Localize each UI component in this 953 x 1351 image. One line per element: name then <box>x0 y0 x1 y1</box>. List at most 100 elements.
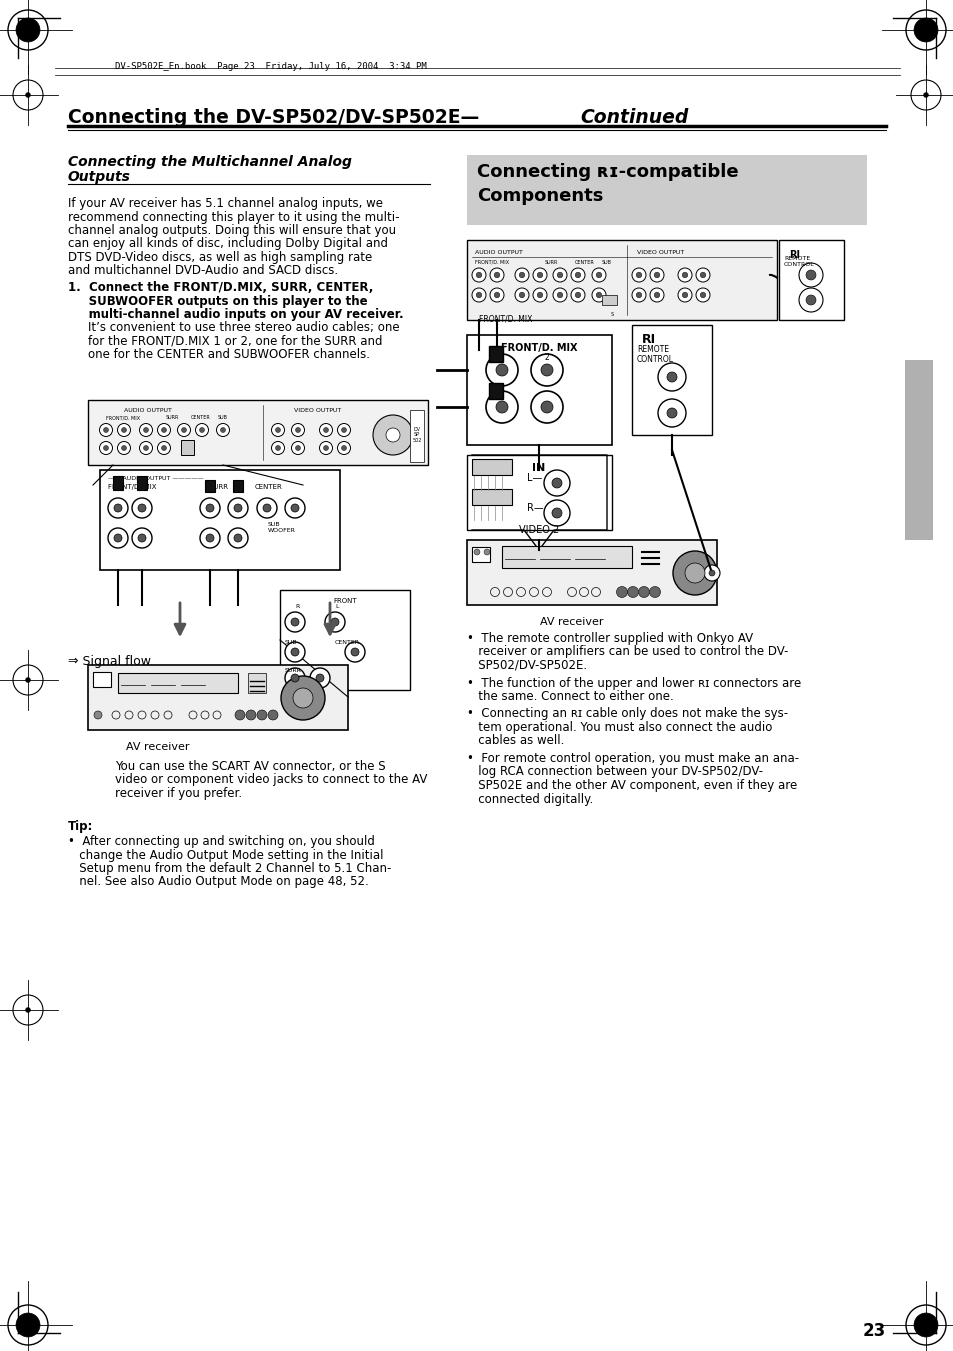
Circle shape <box>638 586 649 597</box>
Text: Setup menu from the default 2 Channel to 5.1 Chan-: Setup menu from the default 2 Channel to… <box>68 862 391 875</box>
Circle shape <box>552 508 561 517</box>
Bar <box>137 476 147 490</box>
Circle shape <box>275 446 280 450</box>
Circle shape <box>291 504 298 512</box>
Bar <box>631 326 711 435</box>
Circle shape <box>272 423 284 436</box>
Circle shape <box>199 427 204 432</box>
Circle shape <box>575 292 580 297</box>
Circle shape <box>553 267 566 282</box>
Circle shape <box>256 711 267 720</box>
Circle shape <box>684 563 704 584</box>
Bar <box>410 409 423 462</box>
Circle shape <box>26 92 30 97</box>
Text: SURR: SURR <box>210 484 229 490</box>
Circle shape <box>26 1008 30 1012</box>
Text: can enjoy all kinds of disc, including Dolby Digital and: can enjoy all kinds of disc, including D… <box>68 238 388 250</box>
Text: SUB: SUB <box>285 640 297 644</box>
Circle shape <box>139 442 152 454</box>
Circle shape <box>103 446 109 450</box>
Circle shape <box>557 292 562 297</box>
Text: SURR: SURR <box>166 415 179 420</box>
Bar <box>489 382 502 399</box>
Text: ⇒ Signal flow: ⇒ Signal flow <box>68 655 151 667</box>
Bar <box>472 489 512 505</box>
Circle shape <box>678 288 691 303</box>
Bar <box>501 546 631 567</box>
Circle shape <box>799 288 822 312</box>
Circle shape <box>537 292 542 297</box>
Circle shape <box>373 415 413 455</box>
Circle shape <box>386 428 399 442</box>
Bar <box>467 540 717 605</box>
Circle shape <box>117 423 131 436</box>
Text: •  After connecting up and switching on, you should: • After connecting up and switching on, … <box>68 835 375 848</box>
Circle shape <box>805 270 815 280</box>
Bar <box>181 440 193 455</box>
Text: AUDIO OUTPUT: AUDIO OUTPUT <box>124 408 172 413</box>
Text: multi-channel audio inputs on your AV receiver.: multi-channel audio inputs on your AV re… <box>68 308 403 322</box>
Text: RI: RI <box>788 250 800 259</box>
Bar <box>467 455 612 530</box>
Circle shape <box>263 504 271 512</box>
Text: REMOTE
CONTROL: REMOTE CONTROL <box>783 255 814 266</box>
Text: change the Audio Output Mode setting in the Initial: change the Audio Output Mode setting in … <box>68 848 383 862</box>
Circle shape <box>117 442 131 454</box>
Text: cables as well.: cables as well. <box>467 735 564 747</box>
Circle shape <box>485 390 517 423</box>
Circle shape <box>596 292 601 297</box>
Circle shape <box>494 292 499 297</box>
Circle shape <box>323 427 328 432</box>
Circle shape <box>285 612 305 632</box>
Circle shape <box>143 446 149 450</box>
Text: REMOTE
CONTROL: REMOTE CONTROL <box>637 345 673 365</box>
Circle shape <box>220 427 225 432</box>
Text: —— AUDIO OUTPUT —————: —— AUDIO OUTPUT ————— <box>108 476 203 481</box>
Text: Tip:: Tip: <box>68 820 93 834</box>
Text: AUDIO OUTPUT: AUDIO OUTPUT <box>475 250 522 255</box>
Circle shape <box>636 292 641 297</box>
Circle shape <box>472 288 485 303</box>
Bar <box>779 240 843 320</box>
Circle shape <box>571 288 584 303</box>
Circle shape <box>157 423 171 436</box>
Circle shape <box>681 272 687 278</box>
Circle shape <box>654 292 659 297</box>
Circle shape <box>99 442 112 454</box>
Circle shape <box>592 288 605 303</box>
Circle shape <box>553 288 566 303</box>
Circle shape <box>16 18 40 42</box>
Circle shape <box>310 667 330 688</box>
Circle shape <box>268 711 277 720</box>
Bar <box>118 673 237 693</box>
Text: CENTER: CENTER <box>254 484 282 490</box>
Text: SUB: SUB <box>218 415 228 420</box>
Circle shape <box>315 674 324 682</box>
Circle shape <box>341 427 346 432</box>
Text: R—: R— <box>526 503 543 513</box>
Circle shape <box>805 295 815 305</box>
Bar <box>467 335 612 444</box>
Circle shape <box>537 272 542 278</box>
Text: log RCA connection between your DV-SP502/DV-: log RCA connection between your DV-SP502… <box>467 766 762 778</box>
Circle shape <box>649 586 659 597</box>
Text: R: R <box>294 604 299 609</box>
Text: 1.  Connect the FRONT/D.MIX, SURR, CENTER,: 1. Connect the FRONT/D.MIX, SURR, CENTER… <box>68 281 373 295</box>
Text: connected digitally.: connected digitally. <box>467 793 593 805</box>
Circle shape <box>496 363 507 376</box>
Circle shape <box>113 534 122 542</box>
Circle shape <box>658 363 685 390</box>
Circle shape <box>99 423 112 436</box>
Circle shape <box>206 504 213 512</box>
Circle shape <box>494 272 499 278</box>
Text: 23: 23 <box>862 1323 885 1340</box>
Circle shape <box>703 565 720 581</box>
Circle shape <box>161 446 167 450</box>
Circle shape <box>132 499 152 517</box>
Circle shape <box>121 446 127 450</box>
Circle shape <box>700 272 705 278</box>
Circle shape <box>596 272 601 278</box>
Circle shape <box>531 390 562 423</box>
Circle shape <box>181 427 186 432</box>
Circle shape <box>496 401 507 413</box>
